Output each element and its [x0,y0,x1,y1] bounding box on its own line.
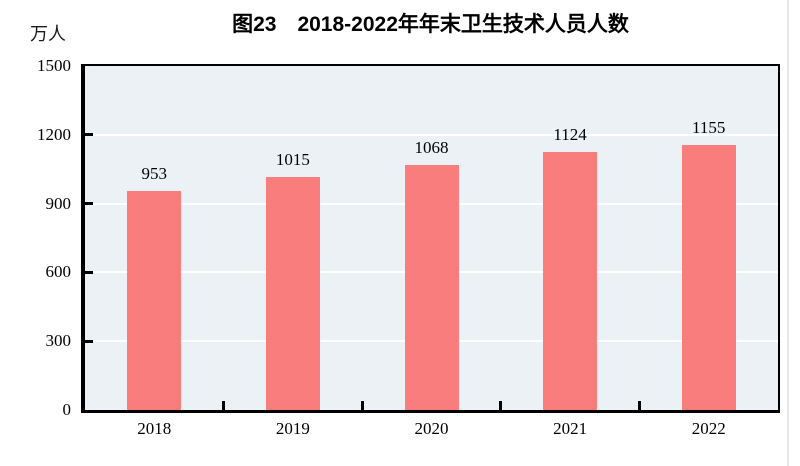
y-axis-tick [85,270,93,274]
y-axis-tick-label: 900 [45,193,72,213]
x-axis-tick [637,401,641,410]
y-axis-tick-label: 1500 [37,56,71,75]
y-axis-tick-label: 0 [62,400,72,419]
x-axis-tick-labels: 2018 2019 2020 2021 2022 [81,419,780,445]
bar-2021 [543,152,598,410]
y-axis-tick [85,133,93,137]
screen-edge-line [787,0,789,466]
y-axis-unit-label: 万人 [30,24,66,44]
y-axis-tick [85,339,93,343]
x-axis-tick-label: 2019 [275,419,310,438]
gridline [85,133,778,136]
bar-value-label: 953 [141,164,168,184]
bar-value-label: 1015 [275,150,310,170]
bar-2018 [127,191,182,410]
chart-title: 图23 2018-2022年年末卫生技术人员人数 [232,13,629,36]
x-axis-tick-label: 2020 [414,419,449,438]
bar-value-label: 1124 [553,125,587,145]
bar-value-label: 1155 [692,118,726,138]
x-axis-tick [499,401,503,410]
x-axis-tick-label: 2018 [137,419,172,438]
bar-2020 [404,165,459,410]
bar-2022 [681,145,736,410]
y-axis-tick-label: 300 [45,331,72,351]
x-axis-tick-label: 2021 [553,419,588,438]
x-axis-tick-label: 2022 [691,419,726,438]
y-axis-tick [85,202,93,206]
x-axis-tick [360,401,364,410]
y-axis-tick-labels: 0 300 600 900 1200 1500 [0,56,72,419]
plot-area: 953 1015 1068 1124 1155 [81,64,780,413]
y-axis-tick-label: 1200 [37,124,71,144]
x-axis-tick [222,401,226,410]
bar-value-label: 1068 [414,138,449,158]
bar-2019 [265,177,320,410]
y-axis-tick-label: 600 [45,262,72,282]
